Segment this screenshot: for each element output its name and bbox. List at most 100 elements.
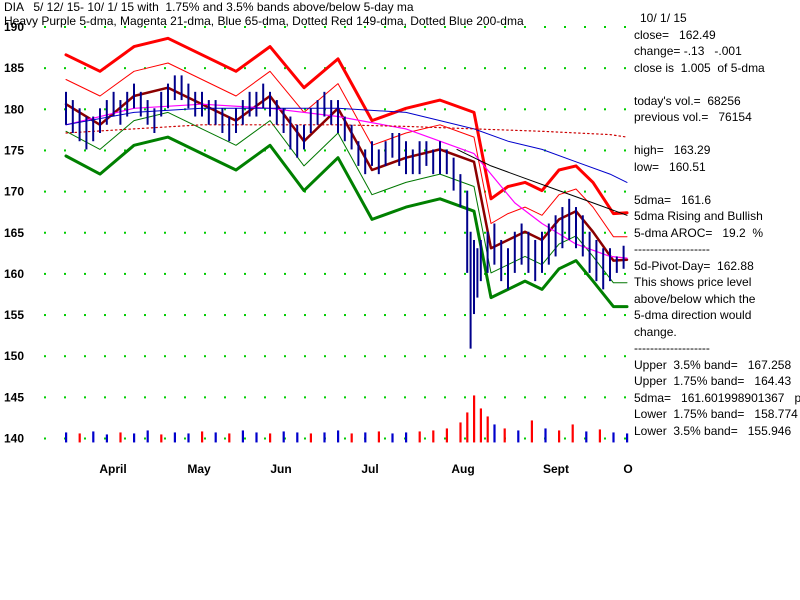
grid-dot — [404, 190, 406, 193]
grid-dot — [284, 355, 286, 358]
y-tick-label: 170 — [4, 185, 24, 199]
grid-dot — [564, 26, 566, 28]
grid-dot — [624, 108, 626, 111]
grid-dot — [424, 108, 426, 111]
grid-dot — [124, 314, 126, 317]
grid-dot — [184, 437, 186, 440]
grid-dot — [604, 314, 606, 317]
grid-dot — [384, 355, 386, 358]
grid-dot — [424, 190, 426, 193]
stats-date: 10/ 1/ 15 — [640, 11, 687, 25]
grid-dot — [524, 355, 526, 358]
stats-change: change= -.13 -.001 — [634, 44, 742, 58]
volume-bar — [337, 430, 340, 443]
grid-dot — [204, 231, 206, 234]
grid-dot — [144, 272, 146, 275]
grid-dot — [84, 231, 86, 234]
grid-dot — [264, 67, 266, 70]
grid-dot — [584, 437, 586, 440]
volume-bar — [377, 431, 380, 443]
grid-dot — [204, 314, 206, 317]
volume-bar — [133, 433, 136, 443]
grid-dot — [304, 437, 306, 440]
volume-bar — [585, 431, 588, 443]
volume-bar — [296, 432, 299, 443]
grid-dot — [344, 314, 346, 317]
grid-dot — [344, 231, 346, 234]
grid-dot — [304, 396, 306, 399]
grid-dot — [284, 231, 286, 234]
grid-dot — [384, 190, 386, 193]
chart-title-line2: Heavy Purple 5-dma, Magenta 21-dma, Blue… — [4, 14, 524, 28]
volume-bar — [459, 422, 462, 443]
y-tick-label: 175 — [4, 143, 24, 157]
21-dma-line — [65, 103, 628, 259]
stats-aroc: 5-dma AROC= 19.2 % — [634, 225, 764, 240]
grid-dot — [404, 26, 406, 28]
volume-bar — [418, 431, 421, 443]
lower-1-75-band-line — [65, 111, 628, 284]
y-tick-label: 180 — [4, 102, 24, 116]
grid-dot — [584, 272, 586, 275]
volume-bar — [571, 424, 574, 443]
grid-dot — [524, 272, 526, 275]
grid-dot — [564, 231, 566, 234]
grid-dot — [444, 314, 446, 317]
grid-dot — [244, 396, 246, 399]
grid-dot — [524, 190, 526, 193]
grid-dot — [104, 396, 106, 399]
grid-dot — [184, 355, 186, 358]
grid-dot — [484, 231, 486, 234]
volume-bar — [445, 428, 448, 443]
grid-dot — [284, 149, 286, 152]
volume-bar — [255, 432, 258, 443]
grid-dot — [304, 108, 306, 111]
grid-dot — [524, 67, 526, 70]
grid-dot — [44, 190, 46, 193]
volume-bar — [466, 412, 469, 443]
volume-bar — [432, 430, 435, 443]
grid-dot — [164, 396, 166, 399]
y-tick-label: 150 — [4, 349, 24, 363]
volume-bar — [92, 431, 95, 443]
grid-dot — [624, 190, 626, 193]
grid-dot — [264, 26, 266, 28]
grid-dot — [364, 67, 366, 70]
grid-dot — [224, 355, 226, 358]
grid-dot — [564, 355, 566, 358]
grid-dot — [224, 190, 226, 193]
volume-bar — [612, 432, 615, 443]
grid-dot — [164, 355, 166, 358]
grid-dot — [504, 67, 506, 70]
grid-dot — [244, 108, 246, 111]
lower-3-5-band-line — [64, 135, 629, 309]
grid-dot — [144, 355, 146, 358]
grid-dot — [564, 437, 566, 440]
grid-dot — [624, 231, 626, 234]
grid-dot — [444, 67, 446, 70]
price-bars — [65, 75, 625, 349]
grid-dot — [284, 272, 286, 275]
y-tick-label: 165 — [4, 226, 24, 240]
grid-dot — [244, 272, 246, 275]
grid-dot — [204, 67, 206, 70]
grid-dot — [164, 437, 166, 440]
grid-dot — [84, 355, 86, 358]
grid-dot — [464, 437, 466, 440]
grid-dot — [244, 149, 246, 152]
grid-dot — [104, 108, 106, 111]
y-tick-label: 160 — [4, 267, 24, 281]
grid-dot — [544, 314, 546, 317]
grid-dot — [584, 108, 586, 111]
grid-dot — [624, 314, 626, 317]
grid-dot — [284, 190, 286, 193]
grid-dot — [484, 26, 486, 28]
grid-dot — [44, 149, 46, 152]
grid-dot — [44, 272, 46, 275]
grid-dot — [444, 231, 446, 234]
grid-dot — [284, 26, 286, 28]
grid-dot — [284, 314, 286, 317]
grid-dot — [524, 314, 526, 317]
grid-dot — [204, 272, 206, 275]
grid-dot — [544, 67, 546, 70]
